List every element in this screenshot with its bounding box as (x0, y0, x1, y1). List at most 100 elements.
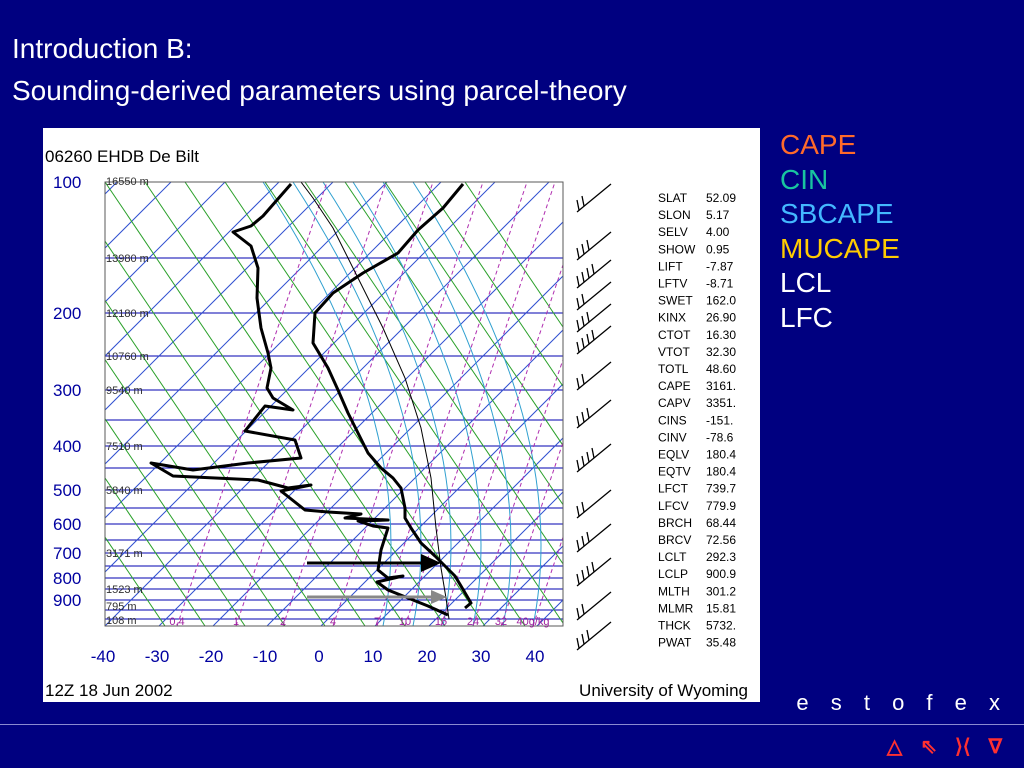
pressure-label: 100 (53, 173, 81, 192)
moist-adiabat-1 (292, 182, 422, 626)
wind-barb (576, 621, 612, 651)
index-value: 68.44 (706, 516, 736, 530)
index-name: LIFT (658, 259, 683, 273)
temperature-label: 10 (364, 647, 383, 666)
pressure-label: 300 (53, 381, 81, 400)
index-name: SLAT (658, 191, 688, 205)
slide-title: Introduction B: Sounding-derived paramet… (12, 28, 627, 112)
index-value: -8.71 (706, 277, 734, 291)
wind-barb (576, 259, 612, 289)
moist-adiabat-4 (382, 182, 512, 626)
dry-adiabat-15 (464, 182, 563, 328)
index-name: KINX (658, 311, 686, 325)
wind-barb (576, 281, 612, 311)
wind-barb (576, 591, 612, 621)
footer-divider (0, 724, 1024, 725)
parameter-mucape: MUCAPE (780, 232, 900, 264)
index-name: CINV (658, 430, 687, 444)
index-value: -151. (706, 413, 733, 427)
isotherm-0 (105, 182, 550, 626)
lfc-arrow-head (431, 590, 447, 604)
index-value: 301.2 (706, 584, 736, 598)
mixing-ratio-label: 1 (233, 616, 239, 628)
isotherm-6 (428, 491, 563, 626)
index-name: SELV (658, 225, 688, 239)
index-table: SLAT 52.09 SLON 5.17 SELV 4.00 SHOW 0.95 LIFT -7.… (658, 191, 736, 650)
height-label: 795 m (106, 601, 137, 613)
mixing-ratio-line-3 (332, 182, 484, 626)
skew-t-diagram: 100 200 300 400 500 600 700 800 900 -40 -30 -20 -10… (43, 128, 760, 702)
index-name: MLMR (658, 601, 694, 615)
mixing-ratio-label: 7 (374, 616, 380, 628)
isobars (105, 181, 563, 620)
return-arrow-icon[interactable]: ⇖ (920, 736, 937, 758)
skip-icon[interactable]: ⟩⟨ (955, 736, 971, 758)
mixing-ratio-label-row: 0.4 1 2 4 7 10 16 24 32 40g/kg (169, 616, 549, 628)
mixing-ratio-line-7 (472, 358, 563, 626)
moist-adiabat-5 (412, 182, 542, 626)
temperature-label: 20 (418, 647, 437, 666)
index-value: 0.95 (706, 242, 730, 256)
index-name: LFCT (658, 482, 689, 496)
temperature-label: -30 (145, 647, 170, 666)
mixing-ratio-label: 32 (495, 616, 507, 628)
dry-adiabats (105, 182, 563, 626)
mixing-ratio-line-8 (500, 440, 563, 626)
mixing-ratio-lines (176, 182, 563, 626)
index-value: 779.9 (706, 499, 736, 513)
wind-barb (576, 325, 612, 355)
height-label: 5840 m (106, 485, 143, 497)
dry-adiabat-11 (304, 182, 563, 565)
parameter-cape: CAPE (780, 129, 857, 160)
index-name: LFCV (658, 499, 689, 513)
index-name: SWET (658, 294, 693, 308)
triangle-up-icon[interactable]: △ (886, 736, 903, 758)
moist-adiabat-0 (262, 182, 392, 626)
index-name: CINS (658, 413, 687, 427)
temperature-label: 40 (526, 647, 545, 666)
mixing-ratio-label: 24 (467, 616, 479, 628)
dry-adiabat-1 (105, 477, 206, 626)
index-value: 52.09 (706, 191, 736, 205)
wind-barb (576, 399, 612, 429)
brand-logo-text: e s t o f e x (796, 690, 1008, 715)
navigation-controls: △ ⇖ ⟩⟨ ∇ (887, 734, 1002, 759)
mixing-ratio-line-2 (282, 182, 434, 626)
isotherm-5 (374, 437, 563, 626)
pressure-axis: 100 200 300 400 500 600 700 800 900 (53, 173, 81, 610)
wind-barb (576, 443, 612, 473)
index-value: 739.7 (706, 482, 736, 496)
wind-barb (576, 303, 612, 333)
temperature-label: -20 (199, 647, 224, 666)
height-label: 10760 m (106, 351, 149, 363)
height-label: 16550 m (106, 176, 149, 188)
index-value: 16.30 (706, 328, 736, 342)
index-value: 3351. (706, 396, 736, 410)
height-label: 108 m (106, 615, 137, 627)
height-label: 13980 m (106, 253, 149, 265)
height-label: 12180 m (106, 308, 149, 320)
pressure-label: 500 (53, 481, 81, 500)
wind-barb (576, 557, 612, 587)
index-name: THCK (658, 619, 691, 633)
index-value: 180.4 (706, 465, 736, 479)
temperature-label: 0 (314, 647, 323, 666)
dry-adiabat-2 (105, 417, 246, 626)
index-value: 48.60 (706, 362, 736, 376)
wind-barb (576, 489, 612, 519)
index-name: TOTL (658, 362, 689, 376)
mixing-ratio-label: 4 (330, 616, 336, 628)
index-value: 26.90 (706, 311, 736, 325)
dry-adiabat-9 (224, 182, 526, 626)
wind-barb (576, 183, 612, 213)
index-name: LFTV (658, 277, 687, 291)
index-name: CAPV (658, 396, 691, 410)
dry-adiabat-13 (384, 182, 563, 447)
isotherm--1 (105, 182, 496, 573)
pressure-label: 800 (53, 569, 81, 588)
index-name: PWAT (658, 636, 692, 650)
triangle-down-icon[interactable]: ∇ (988, 736, 1002, 758)
index-name: SLON (658, 208, 691, 222)
dry-adiabat-0 (105, 536, 166, 626)
